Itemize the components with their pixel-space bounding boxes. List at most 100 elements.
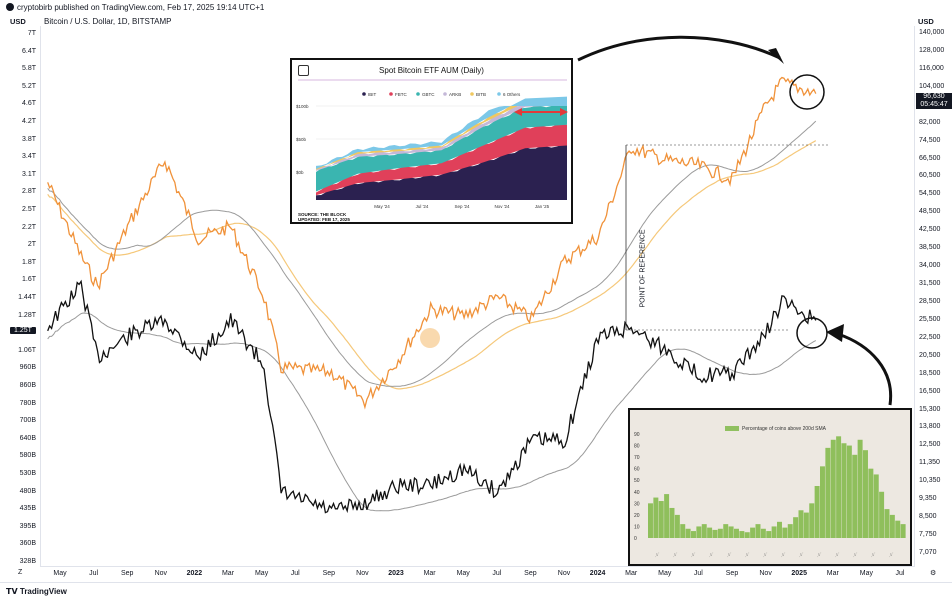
etf-inset-title: Spot Bitcoin ETF AUM (Daily) xyxy=(379,66,484,75)
sma-bar xyxy=(830,439,836,538)
right-axis-tick: 60,500 xyxy=(919,172,941,180)
right-axis-tick: 13,800 xyxy=(919,423,941,431)
right-axis-tick: 11,350 xyxy=(919,459,940,467)
sma-bar xyxy=(755,524,761,538)
sma-bar xyxy=(889,514,895,538)
etf-area-fbtc xyxy=(316,124,567,196)
main-chart[interactable] xyxy=(40,26,915,566)
theblock-logo-icon xyxy=(298,65,309,76)
sma-bar xyxy=(750,527,756,538)
sma-y-tick: 40 xyxy=(634,490,640,496)
right-axis-tick: 15,300 xyxy=(919,405,941,413)
sma-x-tick: ··/·· xyxy=(887,550,895,558)
etf-area-ibit xyxy=(316,144,567,200)
avatar-icon xyxy=(6,3,14,11)
x-axis-tick: May xyxy=(53,570,67,577)
sma-bar xyxy=(696,526,702,538)
etf-red-arrowhead-left xyxy=(514,108,522,116)
left-axis-tick: 3.1T xyxy=(21,170,36,178)
sma-bar xyxy=(820,466,825,538)
sma-bar xyxy=(685,528,691,538)
left-axis-tick: 4.2T xyxy=(21,118,36,125)
market-cap-line xyxy=(47,279,817,514)
etf-area-arkb xyxy=(316,105,567,171)
right-price-axis[interactable]: 140,000128,000116,000104,00094,00082,000… xyxy=(914,26,952,566)
sma-bar xyxy=(803,512,809,538)
sma-bar xyxy=(664,494,670,538)
sma-x-tick: ··/·· xyxy=(797,550,805,558)
etf-legend-dot xyxy=(362,92,366,96)
sma-x-tick: ··/·· xyxy=(707,550,715,558)
sma-bar xyxy=(879,491,885,538)
right-currency: USD xyxy=(918,17,934,26)
left-axis-tick: 640B xyxy=(19,434,36,442)
x-axis-tick: Sep xyxy=(120,570,134,577)
left-current-value-tag: 1.25T xyxy=(10,327,36,334)
right-axis-tick: 12,500 xyxy=(919,441,941,449)
right-axis-tick: 20,500 xyxy=(919,351,941,359)
auto-scale-icon[interactable]: Z xyxy=(18,569,23,576)
etf-legend-dot xyxy=(416,92,420,96)
etf-legend-dot xyxy=(470,92,474,96)
sma-bar xyxy=(728,526,734,538)
etf-area-6-others xyxy=(316,96,567,169)
etf-legend-label: FBTC xyxy=(395,92,407,97)
sma-bar xyxy=(841,443,847,538)
right-axis-tick: 10,350 xyxy=(919,477,941,485)
x-axis-tick: Mar xyxy=(423,570,436,577)
etf-y-tick: $0b xyxy=(296,170,304,175)
left-axis-tick: 2.2T xyxy=(21,223,36,231)
settings-icon[interactable]: ⚙ xyxy=(930,570,937,577)
right-axis-tick: 38,500 xyxy=(919,244,941,252)
right-axis-tick: 16,500 xyxy=(919,387,941,395)
right-axis-tick: 42,500 xyxy=(919,226,941,234)
cap-ma-grey-line xyxy=(47,312,817,512)
right-price-tag-value: 96,630 xyxy=(923,93,945,100)
right-axis-tick: 7,750 xyxy=(919,531,937,539)
sma-bar xyxy=(674,514,680,538)
sma-y-tick: 0 xyxy=(634,536,637,542)
x-axis-tick: May xyxy=(658,570,672,577)
etf-legend-label: 6 Others xyxy=(503,92,521,97)
tradingview-logo[interactable]: 𝗧𝗩 TradingView xyxy=(6,587,67,596)
left-price-axis[interactable]: 7T 6.4T 5.8T 5.2T 4.6T 4.2T 3.8T 3.4T 3.1T 2.8T 2.… xyxy=(0,26,41,566)
sma-x-tick: ··/·· xyxy=(761,550,769,558)
sma-legend-text: Percentage of coins above 200d SMA xyxy=(742,426,826,432)
sma-bar xyxy=(658,501,664,538)
right-axis-tick: 66,500 xyxy=(919,154,941,162)
etf-legend-dot xyxy=(443,92,447,96)
sma-x-tick: ··/·· xyxy=(869,550,877,558)
sma-x-tick: ··/·· xyxy=(833,550,841,558)
etf-x-tick: Sep '24 xyxy=(454,204,470,209)
x-axis-tick: Nov xyxy=(356,570,369,577)
right-current-price-tag: 96,630 05:45:47 xyxy=(916,93,952,109)
right-axis-tick: 8,500 xyxy=(919,513,937,521)
right-axis-tick: 74,500 xyxy=(919,136,941,144)
sma-x-tick: ··/·· xyxy=(815,550,823,558)
left-axis-tick: 5.8T xyxy=(21,65,36,73)
etf-area-chart: IBIT FBTC GBTC ARKB BITB 6 Others $100b $50b $0b… xyxy=(296,79,568,209)
left-axis-tick: 435B xyxy=(19,505,36,513)
x-axis-tick: 2022 xyxy=(186,570,203,577)
point-of-reference-label: POINT OF REFERENCE xyxy=(639,229,647,308)
footer: 𝗧𝗩 TradingView xyxy=(0,582,952,601)
sma-bar xyxy=(852,454,858,538)
left-axis-tick: 328B xyxy=(19,558,36,565)
time-axis[interactable]: May Jul Sep Nov 2022 Mar May Jul Sep Nov 2023 Mar Ma… xyxy=(40,566,915,581)
etf-updated-text: UPDATED: FEB 17, 2025 xyxy=(298,217,350,222)
x-axis-tick: Sep xyxy=(725,570,739,577)
etf-legend-label: BITB xyxy=(476,92,486,97)
left-axis-tick: 1.6T xyxy=(21,276,36,284)
sma-bar xyxy=(873,474,879,538)
left-axis-tick: 480B xyxy=(19,487,36,495)
sma-bar xyxy=(787,524,793,538)
ma-grey-line xyxy=(47,120,817,387)
left-axis-tick: 360B xyxy=(19,540,36,548)
x-axis-tick: 2025 xyxy=(791,570,807,577)
sma-bar xyxy=(680,524,686,538)
sma-bar xyxy=(884,509,890,538)
sma-bar xyxy=(782,527,788,538)
etf-aum-inset: Spot Bitcoin ETF AUM (Daily) IBIT FBTC GBT… xyxy=(290,58,573,224)
x-axis-tick: Sep xyxy=(322,570,336,577)
left-axis-tick: 530B xyxy=(19,470,36,477)
